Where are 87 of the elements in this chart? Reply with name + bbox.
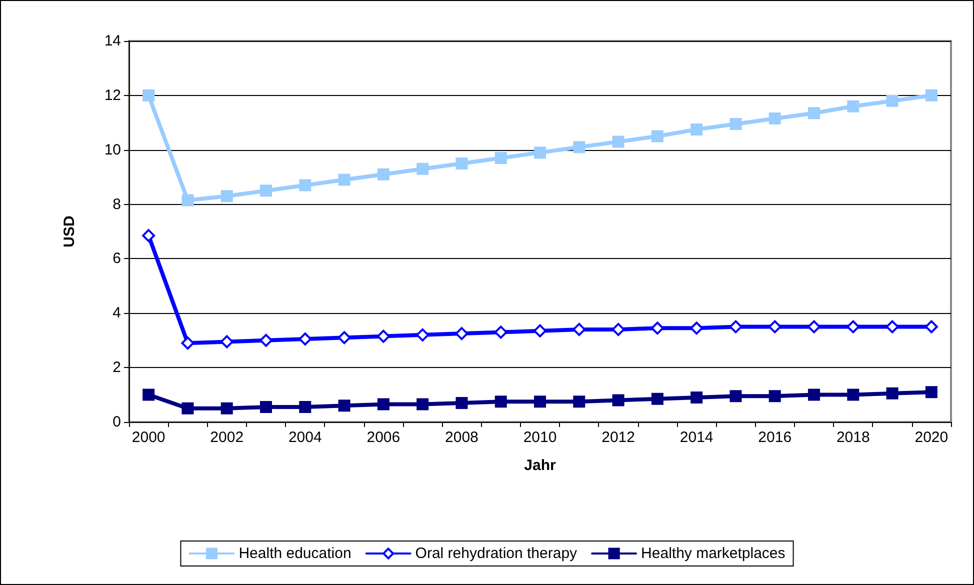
- x-tick-label: 2016: [758, 429, 792, 446]
- point: [376, 330, 390, 343]
- point: [298, 332, 312, 346]
- point: [456, 157, 468, 170]
- point: [768, 320, 782, 334]
- point: [534, 396, 546, 408]
- point: [338, 174, 350, 186]
- point: [494, 326, 508, 339]
- point: [299, 179, 312, 192]
- x-tick-label: 2002: [210, 429, 244, 446]
- point: [651, 392, 664, 405]
- point: [612, 322, 625, 336]
- y-tick-label: 2: [112, 359, 121, 376]
- point: [651, 130, 664, 142]
- x-tick-label: 2012: [602, 429, 635, 446]
- point: [612, 394, 624, 406]
- point: [142, 388, 155, 401]
- point: [182, 194, 194, 206]
- point: [494, 152, 507, 164]
- point: [377, 398, 390, 410]
- point: [534, 146, 546, 159]
- x-tick-label: 2004: [288, 429, 322, 446]
- point: [534, 324, 546, 338]
- point: [182, 402, 194, 414]
- point: [729, 320, 742, 334]
- y-tick-label: 8: [112, 196, 121, 213]
- y-axis-title: USD: [61, 216, 78, 248]
- point: [142, 229, 156, 242]
- point: [220, 190, 233, 202]
- point: [768, 112, 781, 125]
- point: [377, 168, 390, 180]
- point: [416, 328, 430, 342]
- point: [808, 107, 820, 120]
- y-tick-label: 12: [104, 86, 121, 104]
- y-tick-label: 0: [112, 414, 121, 430]
- legend-label: Oral rehydration therapy: [415, 545, 578, 562]
- x-tick-label: 2000: [132, 429, 166, 446]
- point: [730, 118, 742, 130]
- point: [573, 396, 586, 408]
- point: [573, 141, 586, 154]
- x-tick-label: 2008: [445, 429, 478, 446]
- legend-label: Health education: [238, 545, 352, 562]
- x-tick-label: 2010: [523, 429, 557, 446]
- y-tick-label: 6: [112, 250, 121, 268]
- point: [925, 89, 938, 102]
- point: [494, 396, 507, 408]
- point: [181, 336, 194, 350]
- point: [768, 390, 781, 402]
- x-tick-label: 2020: [914, 429, 948, 446]
- point: [808, 320, 820, 334]
- point: [690, 123, 703, 136]
- point: [925, 386, 938, 398]
- point: [847, 388, 860, 401]
- x-tick-label: 2006: [366, 429, 400, 446]
- point: [924, 320, 938, 334]
- point: [260, 334, 272, 347]
- legend-label: Healthy marketplaces: [641, 545, 786, 562]
- point: [220, 335, 234, 348]
- point: [847, 100, 860, 112]
- point: [142, 89, 155, 102]
- point: [338, 331, 351, 344]
- x-tick-label: 2018: [836, 429, 870, 446]
- point: [260, 184, 272, 197]
- point: [455, 327, 468, 340]
- x-tick-label: 2014: [680, 429, 714, 446]
- point: [612, 136, 624, 148]
- point: [338, 400, 350, 412]
- y-tick-label: 14: [104, 32, 121, 50]
- point: [650, 322, 664, 335]
- point: [299, 401, 312, 414]
- point: [886, 320, 899, 334]
- point: [690, 392, 703, 404]
- point: [456, 396, 468, 409]
- point: [886, 387, 898, 400]
- point: [260, 401, 272, 414]
- point: [690, 322, 704, 335]
- y-tick-label: 10: [104, 141, 121, 158]
- point: [846, 320, 860, 334]
- point: [730, 390, 742, 402]
- point: [416, 162, 429, 175]
- point: [572, 322, 586, 336]
- point: [416, 398, 429, 410]
- point: [808, 388, 820, 401]
- point: [220, 402, 233, 414]
- x-axis-title: Jahr: [524, 457, 556, 474]
- point: [886, 94, 898, 107]
- y-tick-label: 4: [112, 304, 121, 322]
